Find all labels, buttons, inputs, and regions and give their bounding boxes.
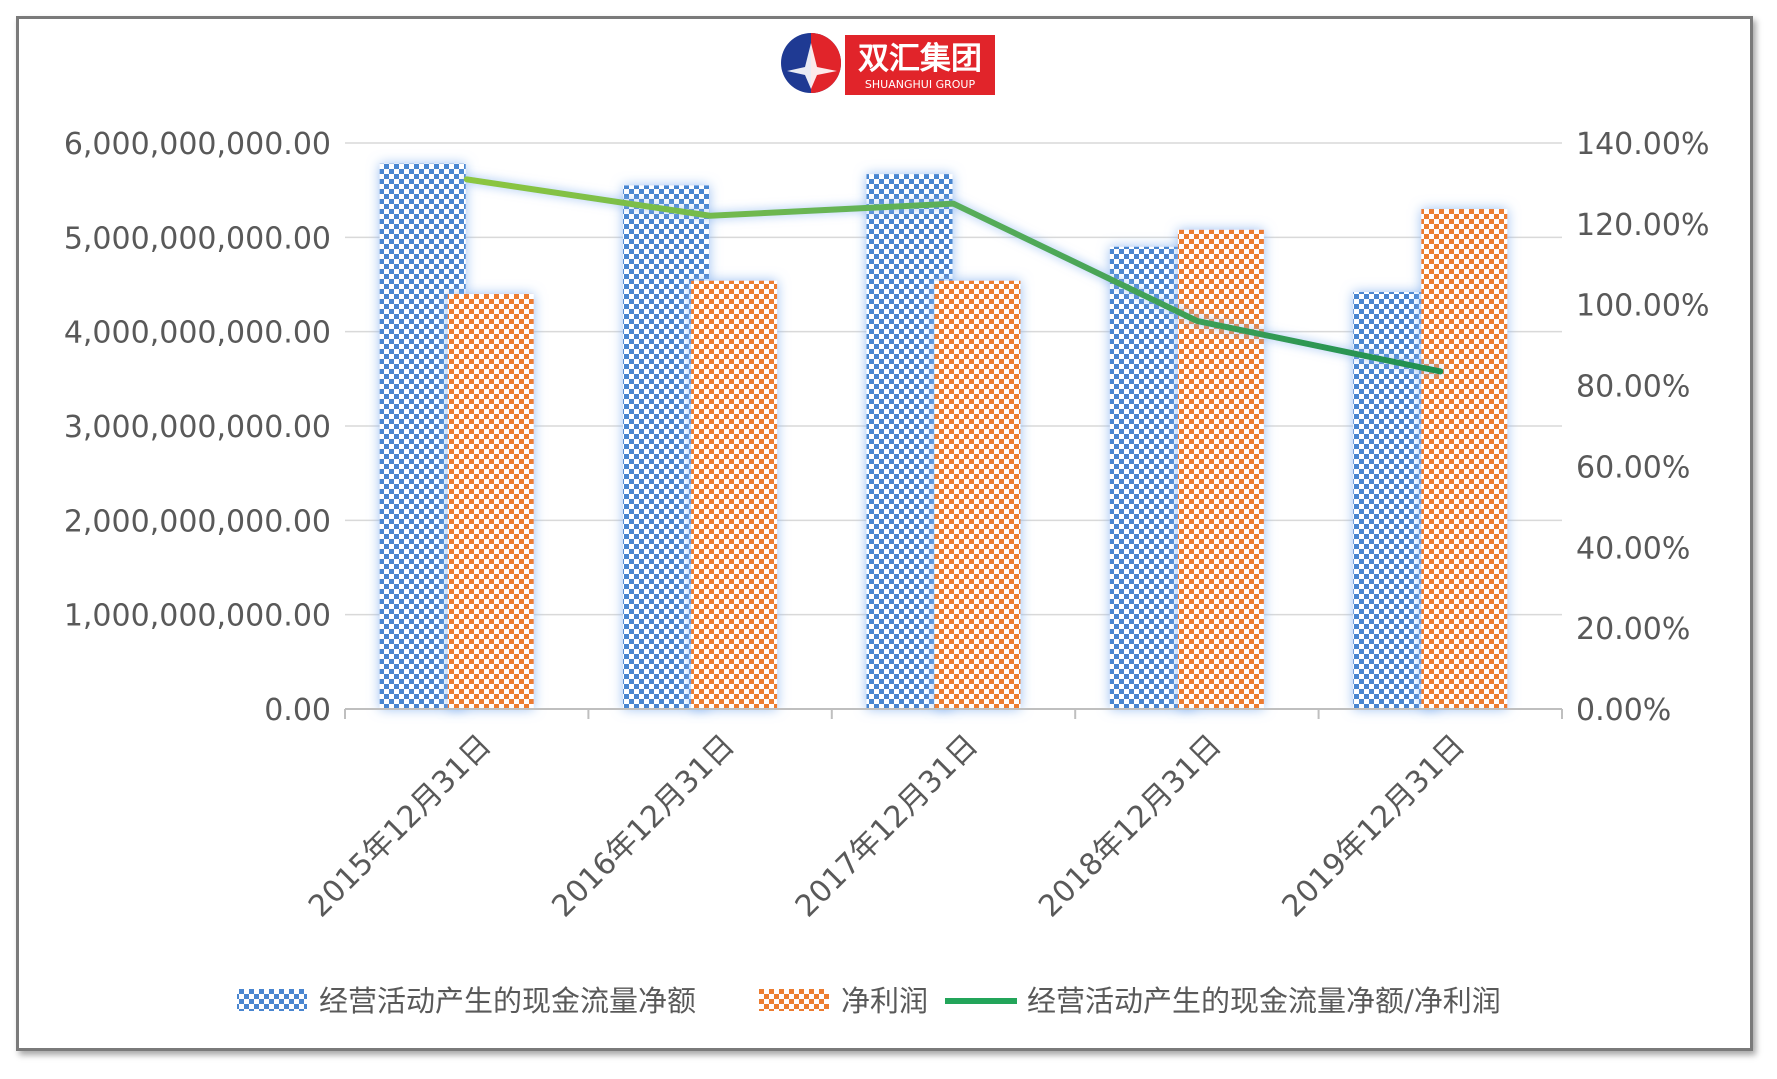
legend-label: 经营活动产生的现金流量净额/净利润 [1027, 984, 1501, 1018]
y-right-tick-label: 120.00% [1576, 208, 1709, 243]
legend-label: 经营活动产生的现金流量净额 [319, 984, 696, 1018]
logo-name-cn: 双汇集团 [858, 41, 982, 77]
bar-net-profit [934, 280, 1021, 709]
y-right-tick-label: 80.00% [1576, 370, 1690, 405]
bar-series [379, 163, 1508, 710]
y-right-tick-label: 100.00% [1576, 289, 1709, 324]
y-right-tick-label: 20.00% [1576, 612, 1690, 647]
y-axis-right-labels: 0.00% 20.00% 40.00% 60.00% 80.00% 100.00% 120.… [1576, 127, 1709, 728]
y-axis-left-labels: 0.00 1,000,000,000.00 2,000,000,000.00 3,00… [64, 127, 331, 728]
y-left-tick-label: 2,000,000,000.00 [64, 504, 331, 539]
y-left-tick-label: 5,000,000,000.00 [64, 221, 331, 256]
y-left-tick-label: 4,000,000,000.00 [64, 316, 331, 351]
legend-swatch [237, 989, 307, 1011]
y-left-tick-label: 0.00 [264, 693, 331, 728]
line-cashflow-ratio [463, 176, 1444, 375]
logo-emblem-red-half [811, 33, 841, 93]
y-left-tick-label: 1,000,000,000.00 [64, 599, 331, 634]
y-left-tick-label: 3,000,000,000.00 [64, 410, 331, 445]
x-tick-label: 2019年12月31日 [1276, 728, 1472, 924]
legend-label: 净利润 [841, 984, 928, 1018]
x-tick-label: 2015年12月31日 [302, 728, 498, 924]
line-series [463, 176, 1444, 375]
y-right-tick-label: 0.00% [1576, 693, 1671, 728]
chart-svg: 双汇集团 SHUANGHUI GROUP 0.00 1,000,000,000.0… [64, 33, 1709, 1018]
x-tick-label: 2018年12月31日 [1032, 728, 1228, 924]
chart-frame: 双汇集团 SHUANGHUI GROUP 0.00 1,000,000,000.0… [16, 16, 1753, 1051]
legend: 经营活动产生的现金流量净额 净利润 经营活动产生的现金流量净额/净利润 [237, 984, 1501, 1018]
y-right-tick-label: 60.00% [1576, 450, 1690, 485]
x-tick-label: 2016年12月31日 [545, 728, 741, 924]
logo-name-en: SHUANGHUI GROUP [865, 78, 976, 91]
y-left-tick-label: 6,000,000,000.00 [64, 127, 331, 162]
x-axis-labels: 2015年12月31日 2016年12月31日 2017年12月31日 2018年12… [302, 728, 1472, 924]
bar-net-profit [1177, 229, 1264, 709]
logo: 双汇集团 SHUANGHUI GROUP [781, 33, 995, 95]
logo-emblem-star [787, 43, 837, 89]
axes [344, 708, 1563, 719]
bar-net-profit [691, 280, 778, 709]
bar-net-profit [1421, 209, 1508, 710]
legend-swatch [759, 989, 829, 1011]
x-tick-label: 2017年12月31日 [789, 728, 985, 924]
y-right-tick-label: 40.00% [1576, 531, 1690, 566]
y-right-tick-label: 140.00% [1576, 127, 1709, 162]
bar-net-profit [447, 293, 534, 709]
logo-banner [845, 35, 995, 95]
